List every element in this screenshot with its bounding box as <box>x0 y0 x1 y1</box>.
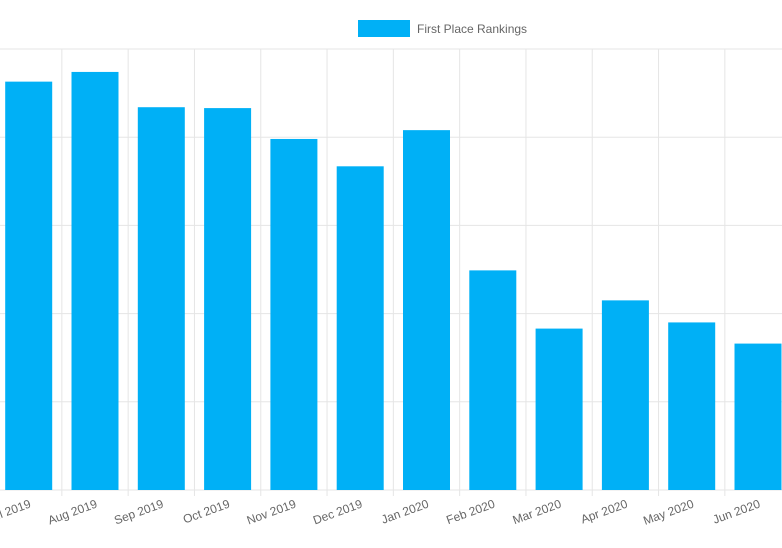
bar <box>535 328 583 490</box>
bar <box>270 138 318 491</box>
bar <box>336 166 384 490</box>
bar <box>204 108 252 491</box>
bar <box>734 343 782 490</box>
x-tick-label: Jul 2019 <box>0 497 33 526</box>
bar <box>403 130 450 491</box>
bar <box>137 107 185 490</box>
legend-label: First Place Rankings <box>417 22 527 36</box>
x-tick-label: Sep 2019 <box>112 497 165 528</box>
x-tick-label: Jun 2020 <box>711 497 762 527</box>
bar <box>5 81 53 490</box>
bar <box>71 71 119 490</box>
bar <box>601 300 649 490</box>
x-tick-label: Feb 2020 <box>444 497 497 528</box>
x-tick-label: Dec 2019 <box>311 497 364 528</box>
bar <box>668 322 716 490</box>
bar <box>469 270 517 490</box>
x-tick-label: Nov 2019 <box>245 497 298 528</box>
x-tick-label: Jan 2020 <box>379 497 430 527</box>
x-tick-label: May 2020 <box>641 497 696 528</box>
x-tick-label: Oct 2019 <box>181 497 232 527</box>
x-tick-label: Apr 2020 <box>579 497 630 527</box>
legend-swatch <box>358 20 410 37</box>
x-tick-label: Aug 2019 <box>46 497 99 528</box>
x-tick-label: Jul 2020 <box>781 497 782 526</box>
x-tick-label: Mar 2020 <box>511 497 564 528</box>
